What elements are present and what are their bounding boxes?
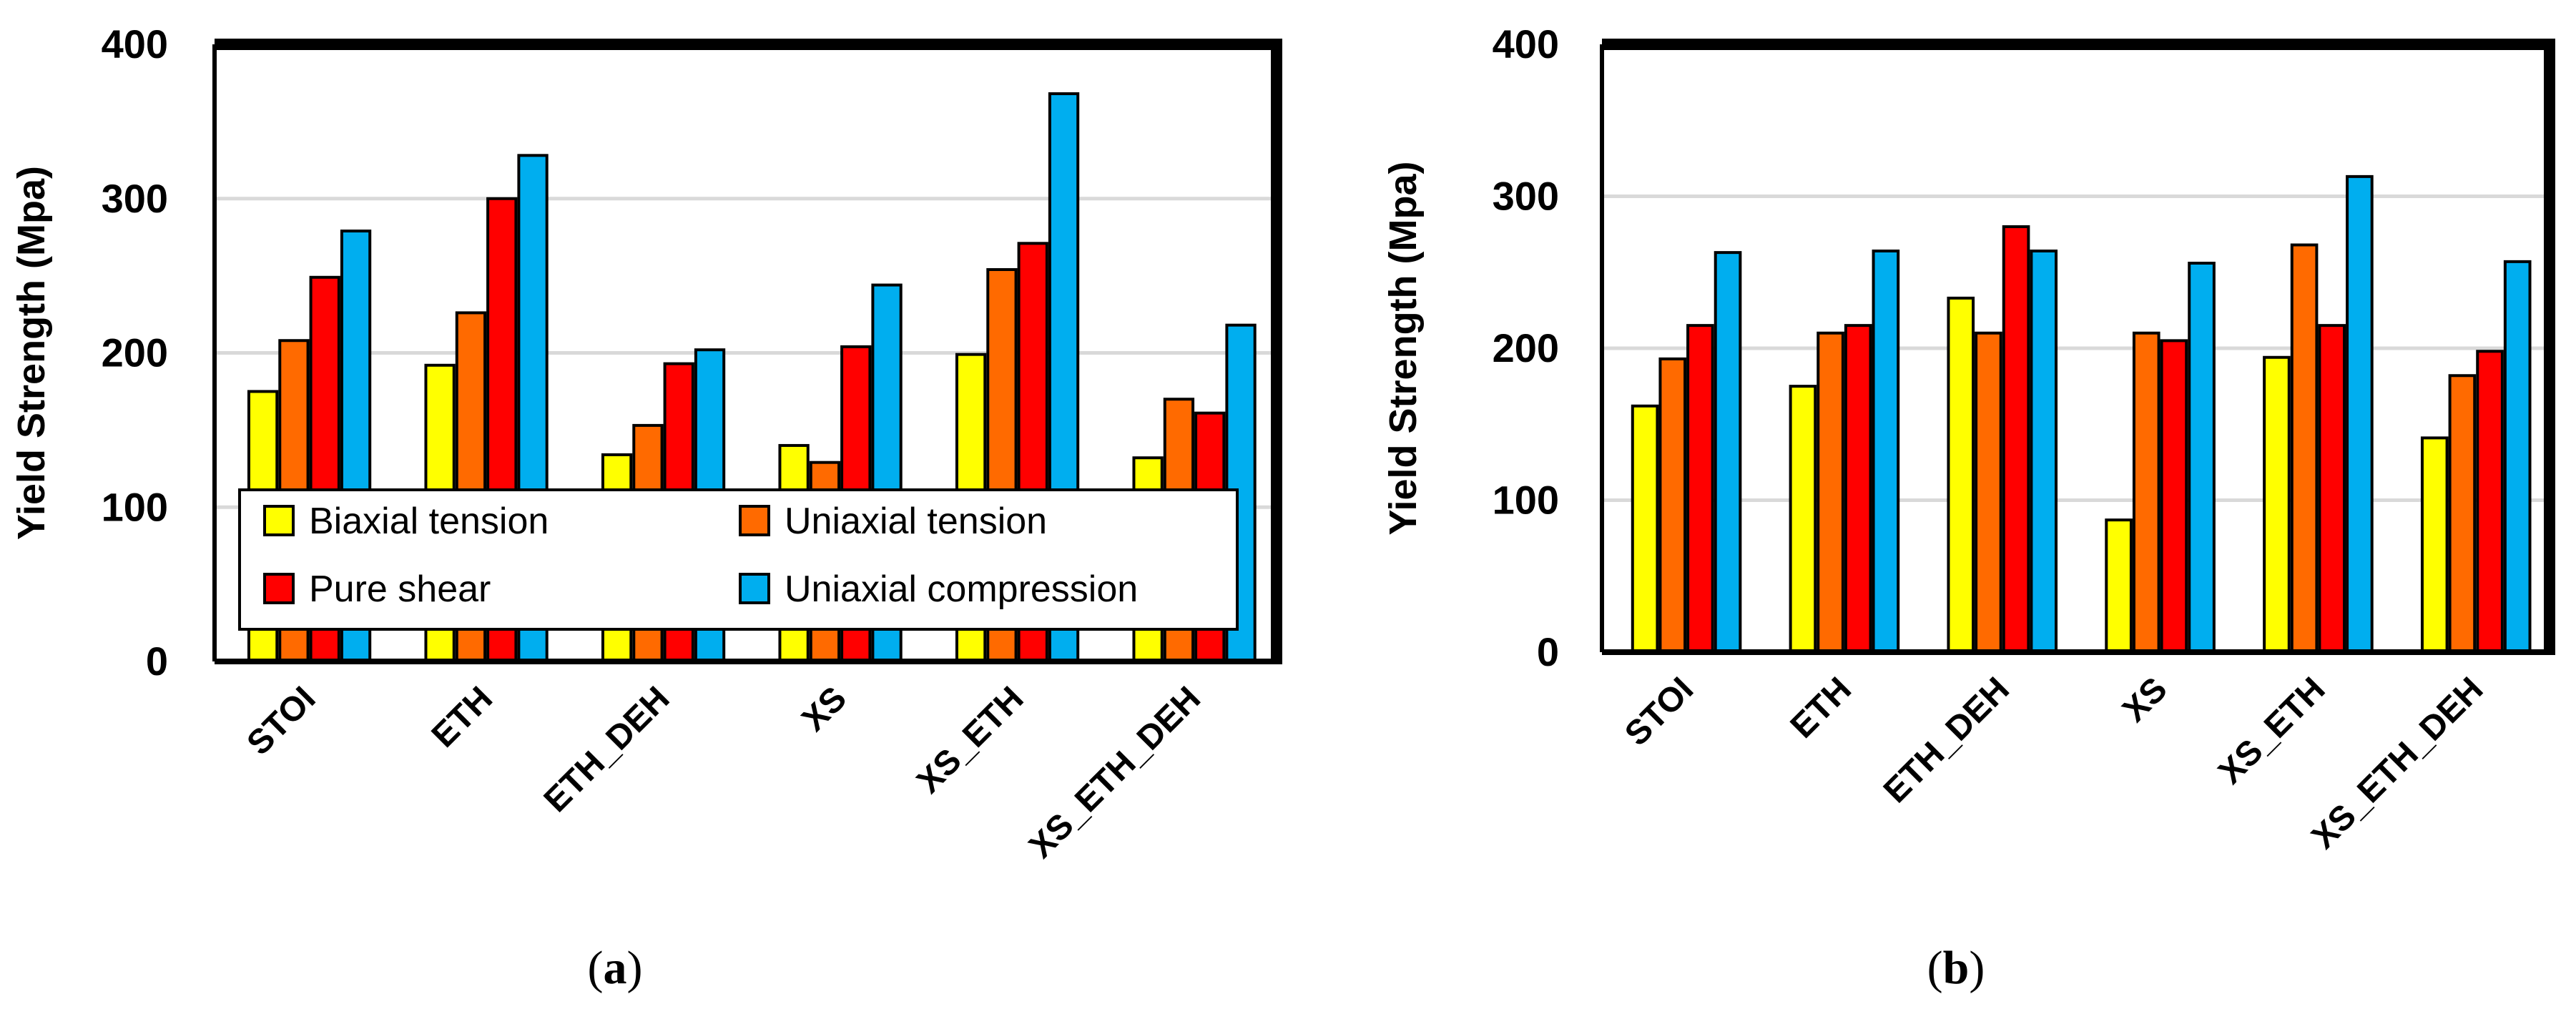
x-tick-label: XS_ETH xyxy=(2211,670,2333,792)
bar xyxy=(1789,385,1817,654)
bar xyxy=(2263,355,2291,654)
legend-label: Pure shear xyxy=(309,568,491,610)
y-tick-label: 300 xyxy=(102,176,168,221)
legend-label: Uniaxial tension xyxy=(785,501,1047,542)
y-tick-label: 400 xyxy=(102,21,168,67)
bar xyxy=(1817,331,1844,654)
y-tick-label: 0 xyxy=(146,639,168,684)
y-tick-label: 200 xyxy=(1493,325,1559,370)
x-tick-label: XS_ETH_DEH xyxy=(2304,670,2490,856)
legend-swatch xyxy=(739,505,770,536)
legend-label: Biaxial tension xyxy=(309,501,549,542)
bar xyxy=(2420,436,2449,654)
legend-box xyxy=(238,488,1239,631)
y-tick-label: 200 xyxy=(102,330,168,375)
x-tick-label: XS xyxy=(2115,670,2175,729)
panel-caption: (a) xyxy=(588,942,643,994)
x-tick-label: ETH xyxy=(1784,670,1859,745)
bar xyxy=(2346,174,2374,654)
chart-a: 0 100 200 300 400 Yield Strength (Mpa) STOI ETH… xyxy=(10,21,1282,994)
bar xyxy=(1844,324,1872,654)
legend-swatch xyxy=(263,573,295,604)
legend-label: Uniaxial compression xyxy=(785,568,1138,610)
bar xyxy=(2448,374,2477,654)
bar xyxy=(2318,324,2346,654)
x-tick-label: ETH_DEH xyxy=(537,679,677,819)
y-tick-label: 400 xyxy=(1493,21,1559,67)
bar xyxy=(2002,225,2030,654)
x-tick-label: ETH xyxy=(425,679,500,754)
x-tick-label: XS xyxy=(795,679,854,739)
bar xyxy=(2160,339,2188,654)
x-tick-label: XS_ETH xyxy=(910,679,1031,801)
bar xyxy=(1714,251,1742,654)
x-tick-label: STOI xyxy=(240,679,323,762)
y-tick-label: 100 xyxy=(1493,478,1559,523)
bar xyxy=(2290,243,2319,654)
chart-b: 0 100 200 300 400 Yield Strength (Mpa) STOI ETH… xyxy=(1382,21,2555,994)
bar xyxy=(1686,324,1714,654)
bar xyxy=(1631,404,1659,654)
bar xyxy=(1872,250,1900,654)
bar xyxy=(2188,262,2216,654)
y-tick-label: 300 xyxy=(1493,174,1559,219)
x-tick-label: STOI xyxy=(1618,670,1701,753)
panel-caption: (b) xyxy=(1927,942,1985,994)
legend-swatch xyxy=(739,573,770,604)
bar xyxy=(1658,357,1687,654)
x-tick-label: XS_ETH_DEH xyxy=(1022,679,1208,865)
x-tick-label: ETH_DEH xyxy=(1877,670,2017,810)
bar xyxy=(2476,350,2504,654)
legend-swatch xyxy=(263,505,295,536)
bar xyxy=(2132,331,2160,654)
y-tick-label: 0 xyxy=(1537,629,1559,674)
y-axis-label: Yield Strength (Mpa) xyxy=(10,166,53,540)
y-tick-label: 100 xyxy=(102,484,168,529)
bar xyxy=(2503,260,2532,654)
bar xyxy=(1947,296,1975,654)
bar xyxy=(1975,331,2002,654)
bar xyxy=(2105,518,2133,654)
y-axis-label: Yield Strength (Mpa) xyxy=(1382,162,1425,536)
bar xyxy=(2030,250,2058,654)
